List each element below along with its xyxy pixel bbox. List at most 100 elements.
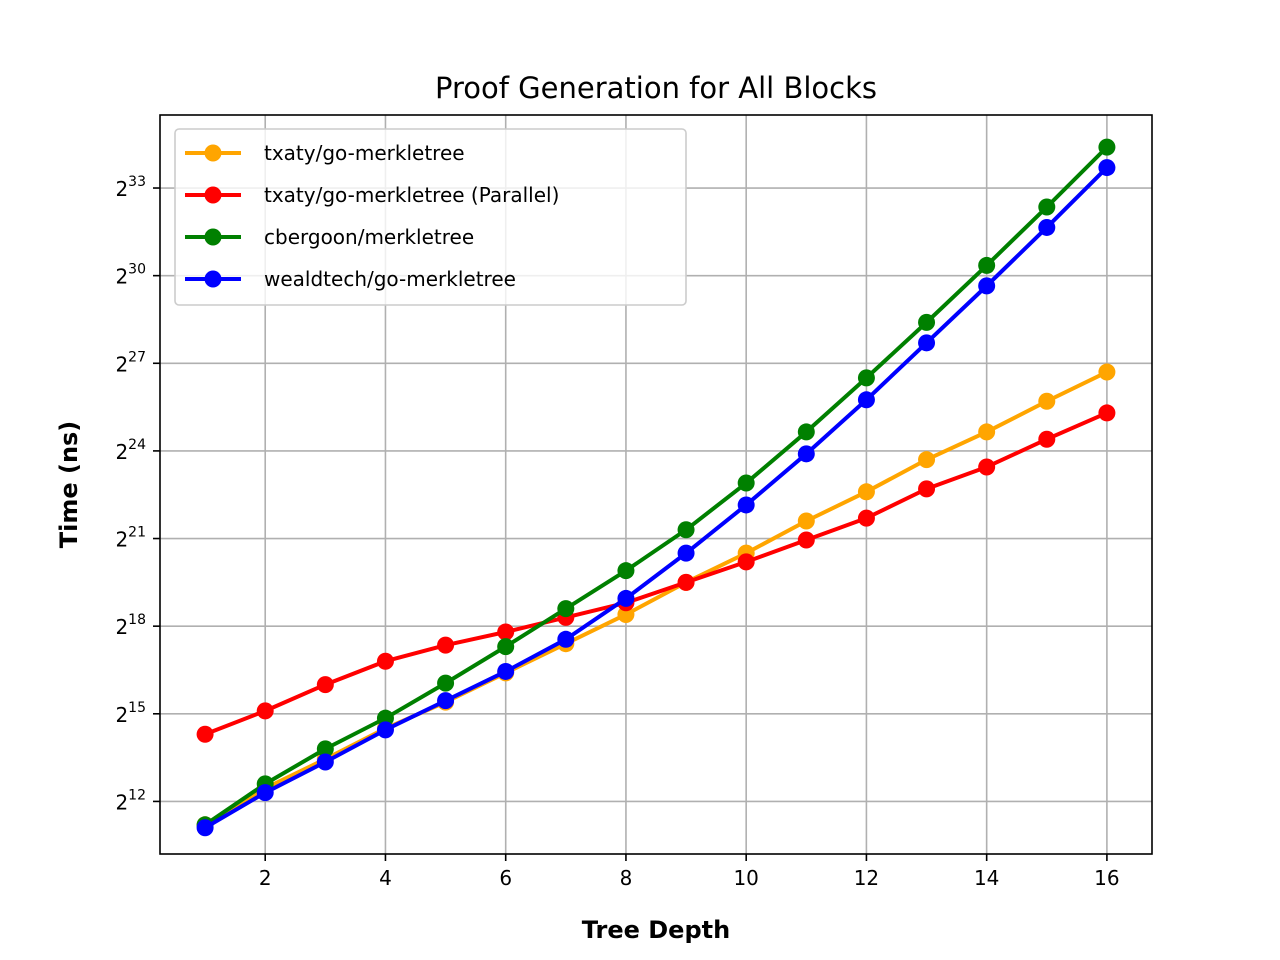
y-tick-exponent: 12 [128,787,146,803]
series-point [737,496,755,514]
series-point [196,819,214,837]
series-point [256,784,274,802]
y-tick-label: 218 [115,612,146,639]
y-tick-label: 227 [115,349,146,376]
legend-label: txaty/go-merkletree (Parallel) [264,183,559,207]
legend-item: wealdtech/go-merkletree [185,267,516,291]
series-point [677,521,695,539]
legend-item: cbergoon/merkletree [185,225,474,249]
y-tick-label: 224 [115,437,146,464]
x-tick-label: 16 [1094,866,1119,890]
series-point [316,740,334,758]
series-point [1038,218,1056,236]
series-point [437,636,455,654]
series-point [316,676,334,694]
series-point [497,623,515,641]
series-point [1038,198,1056,216]
series-point [617,589,635,607]
series-point [497,662,515,680]
series-line [203,145,1109,827]
series-point [437,674,455,692]
series-point [557,630,575,648]
series-point [1038,392,1056,410]
series-point [557,600,575,618]
x-axis-title: Tree Depth [582,916,730,944]
series-point [797,423,815,441]
y-axis-title: Time (ns) [55,421,83,549]
series-point [376,709,394,727]
series-point [437,692,455,710]
series-point [918,334,936,352]
legend-box [174,128,687,306]
legend-marker [204,270,222,288]
series-point [1098,159,1116,177]
series-point [918,313,936,331]
y-tick-base: 2 [115,703,128,727]
x-tick-label: 10 [733,866,758,890]
y-tick-exponent: 18 [128,612,146,628]
y-tick-base: 2 [115,615,128,639]
y-tick-base: 2 [115,790,128,814]
series-point [617,562,635,580]
y-tick-exponent: 24 [128,437,146,453]
series-point [1098,363,1116,381]
series-point [797,512,815,530]
x-tick-label: 14 [974,866,999,890]
y-tick-label: 212 [115,787,146,814]
x-tick-label: 2 [259,866,272,890]
series-point [316,753,334,771]
series-point [1038,430,1056,448]
series-point [376,652,394,670]
plot-frame [159,114,1153,855]
series-point [677,544,695,562]
x-axis-ticks: 2 4 6 8 10 12 14 16 [259,854,1120,890]
y-tick-exponent: 30 [128,262,146,278]
series-point [256,702,274,720]
y-tick-base: 2 [115,177,128,201]
series-line [204,166,1109,830]
y-tick-label: 230 [115,262,146,289]
series-point [978,277,996,295]
legend-item: txaty/go-merkletree (Parallel) [185,183,559,207]
series-3 [196,159,1116,837]
legend-label: wealdtech/go-merkletree [264,267,516,291]
series-point [797,531,815,549]
series-point [497,638,515,656]
series-point [376,721,394,739]
series-point [617,605,635,623]
x-tick-label: 4 [379,866,392,890]
legend-label: txaty/go-merkletree [264,141,465,165]
series-line [204,411,1108,737]
series-point [857,509,875,527]
series-point [978,256,996,274]
y-tick-label: 233 [115,174,146,201]
y-tick-label: 215 [115,700,146,727]
y-tick-exponent: 33 [128,174,146,190]
series-point [857,369,875,387]
y-tick-base: 2 [115,528,128,552]
series-point [797,445,815,463]
y-tick-base: 2 [115,440,128,464]
series-point [857,483,875,501]
series-point [978,423,996,441]
series-point [737,474,755,492]
series-point [1098,138,1116,156]
series-point [918,480,936,498]
legend-label: cbergoon/merkletree [264,225,474,249]
series-point [1098,404,1116,422]
y-tick-base: 2 [115,352,128,376]
legend: txaty/go-merkletree txaty/go-merkletree (… [174,128,687,306]
series-point [978,458,996,476]
series-layer [196,138,1116,837]
y-tick-exponent: 27 [128,349,146,365]
y-tick-base: 2 [115,265,128,289]
series-point [677,573,695,591]
series-point [196,725,214,743]
series-point [737,553,755,571]
y-tick-exponent: 21 [128,525,146,541]
x-tick-label: 6 [499,866,512,890]
y-tick-label: 221 [115,525,146,552]
chart-title: Proof Generation for All Blocks [435,71,877,105]
